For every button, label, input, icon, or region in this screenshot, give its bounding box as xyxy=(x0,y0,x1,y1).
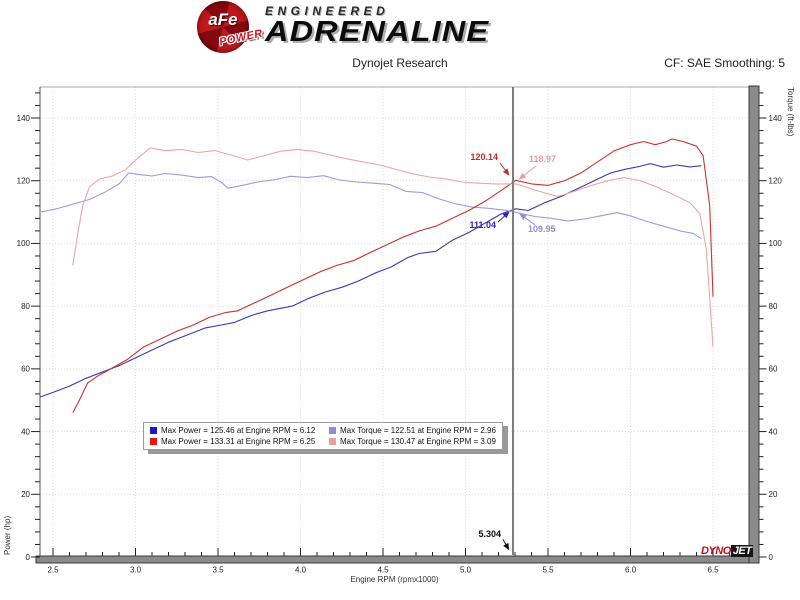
torque2-arrow xyxy=(518,165,537,180)
cursor-rpm-arrow xyxy=(502,539,510,551)
legend-item-power1: Max Power = 125.46 at Engine RPM = 6.12 xyxy=(150,426,329,435)
y-axis-right-band xyxy=(748,85,760,564)
legend-swatch-power2 xyxy=(150,438,157,445)
y-left-tick-label: 100 xyxy=(17,239,31,248)
engineered-wordmark: ENGINEERED xyxy=(265,4,390,18)
x-tick-label: 6.5 xyxy=(707,566,719,575)
y-axis-left-title: Power (hp) xyxy=(3,515,12,555)
x-tick-label: 3.0 xyxy=(130,566,142,575)
power-run-1-curve xyxy=(39,163,702,398)
y-right-tick-label: 80 xyxy=(769,302,778,311)
torque1-cursor-value: 109.95 xyxy=(528,224,556,234)
x-tick-label: 5.5 xyxy=(542,566,554,575)
x-tick-label: 4.0 xyxy=(295,566,307,575)
legend-swatch-power1 xyxy=(150,427,157,434)
x-tick-label: 5.0 xyxy=(460,566,472,575)
dynojet-watermark-jet: JET xyxy=(730,545,754,557)
x-tick-label: 3.5 xyxy=(212,566,224,575)
axis-ticks xyxy=(31,92,767,558)
y-left-tick-label: 0 xyxy=(26,553,31,562)
y-axis-right-title: Torque (ft-lbs) xyxy=(786,87,795,137)
correction-smoothing-note: CF: SAE Smoothing: 5 xyxy=(664,56,785,70)
legend-item-torque2: Max Torque = 130.47 at Engine RPM = 3.09 xyxy=(329,437,502,446)
dynojet-watermark: DYNO JET xyxy=(701,545,754,557)
legend-item-torque1: Max Torque = 122.51 at Engine RPM = 2.96 xyxy=(329,426,502,435)
y-right-tick-label: 0 xyxy=(769,553,774,562)
torque-run-2-curve xyxy=(72,147,714,347)
power2-cursor-value: 120.14 xyxy=(470,152,498,162)
y-right-tick-label: 60 xyxy=(769,365,778,374)
y-right-tick-label: 20 xyxy=(769,490,778,499)
y-left-tick-label: 40 xyxy=(21,427,30,436)
legend-label-power1: Max Power = 125.46 at Engine RPM = 6.12 xyxy=(161,426,316,435)
afe-logo-text: aFe xyxy=(208,10,238,29)
y-right-tick-label: 40 xyxy=(769,427,778,436)
chart-title: Dynojet Research xyxy=(352,56,448,70)
torque1-arrow xyxy=(519,213,536,226)
y-left-tick-label: 20 xyxy=(21,490,30,499)
power-run-2-curve xyxy=(72,138,714,414)
x-axis-title: Engine RPM (rpmx1000) xyxy=(350,575,439,584)
afe-brand-logo: aFe POWER ENGINEERED ADRENALINE xyxy=(197,1,488,53)
y-left-tick-label: 60 xyxy=(21,365,30,374)
afe-logo-icon: aFe POWER xyxy=(197,1,264,53)
x-tick-label: 4.5 xyxy=(377,566,389,575)
y-left-tick-label: 120 xyxy=(17,177,31,186)
y-right-tick-label: 100 xyxy=(769,239,783,248)
legend-label-torque1: Max Torque = 122.51 at Engine RPM = 2.96 xyxy=(340,426,496,435)
x-tick-label: 6.0 xyxy=(625,566,637,575)
torque2-cursor-value: 118.97 xyxy=(529,154,556,164)
y-left-tick-label: 80 xyxy=(21,302,30,311)
power2-arrow xyxy=(499,162,510,176)
dyno-curves xyxy=(39,138,714,414)
legend-item-power2: Max Power = 133.31 at Engine RPM = 6.25 xyxy=(150,437,329,446)
x-axis-band xyxy=(35,555,760,564)
legend-box: Max Power = 125.46 at Engine RPM = 6.12 … xyxy=(143,422,503,450)
power1-cursor-value: 111.04 xyxy=(469,220,496,230)
dynojet-watermark-dyno: DYNO xyxy=(701,545,731,557)
x-tick-label: 2.5 xyxy=(47,566,59,575)
y-left-tick-label: 140 xyxy=(17,114,31,123)
adrenaline-wordmark: ADRENALINE xyxy=(265,16,490,48)
axis-tick-labels: 2.5 3.0 3.5 4.0 4.5 5.0 5.5 6.0 6.5 0 0 20 20 40 40 60 6… xyxy=(17,114,783,575)
cursor-annotations: 120.14 118.97 111.04 109.95 5.304 xyxy=(469,152,556,551)
torque-run-1-curve xyxy=(39,172,702,240)
cursor-rpm-value: 5.304 xyxy=(478,529,501,539)
legend-swatch-torque2 xyxy=(329,438,336,445)
grid-lines xyxy=(40,87,749,555)
y-right-tick-label: 120 xyxy=(769,177,783,186)
brand-text: ENGINEERED ADRENALINE xyxy=(265,4,488,47)
power1-arrow xyxy=(497,211,510,223)
legend-swatch-torque1 xyxy=(329,427,336,434)
y-right-tick-label: 140 xyxy=(769,114,783,123)
legend-label-power2: Max Power = 133.31 at Engine RPM = 6.25 xyxy=(161,437,316,446)
legend-label-torque2: Max Torque = 130.47 at Engine RPM = 3.09 xyxy=(340,437,496,446)
